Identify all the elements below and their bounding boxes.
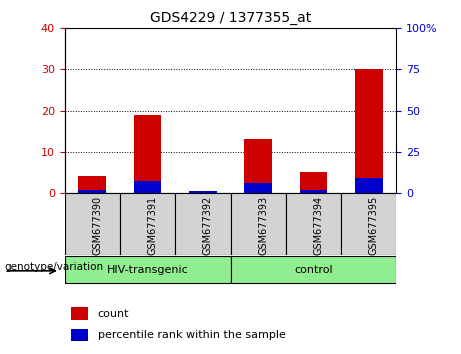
Text: GSM677391: GSM677391 [148, 196, 158, 255]
Text: GSM677394: GSM677394 [313, 196, 324, 255]
Text: GSM677395: GSM677395 [369, 196, 379, 255]
Bar [300, 172, 327, 193]
Title: GDS4229 / 1377355_at: GDS4229 / 1377355_at [150, 11, 311, 24]
FancyBboxPatch shape [65, 193, 120, 255]
Bar [244, 139, 272, 193]
Bar [300, 190, 327, 193]
FancyBboxPatch shape [230, 256, 396, 284]
Text: GSM677390: GSM677390 [92, 196, 102, 255]
Bar [355, 69, 383, 193]
Bar [134, 115, 161, 193]
Bar [71, 329, 88, 341]
Bar [189, 191, 217, 193]
Text: GSM677392: GSM677392 [203, 196, 213, 255]
Text: percentile rank within the sample: percentile rank within the sample [98, 330, 286, 340]
Bar [78, 190, 106, 193]
FancyBboxPatch shape [341, 193, 396, 255]
Text: count: count [98, 309, 129, 319]
Bar [71, 307, 88, 320]
FancyBboxPatch shape [120, 193, 175, 255]
FancyBboxPatch shape [286, 193, 341, 255]
Text: HIV-transgenic: HIV-transgenic [106, 265, 189, 275]
Bar [134, 181, 161, 193]
Bar [355, 178, 383, 193]
Text: genotype/variation: genotype/variation [5, 262, 104, 272]
Bar [244, 183, 272, 193]
Text: GSM677393: GSM677393 [258, 196, 268, 255]
FancyBboxPatch shape [230, 193, 286, 255]
Bar [78, 177, 106, 193]
FancyBboxPatch shape [175, 193, 230, 255]
FancyBboxPatch shape [65, 256, 230, 284]
Text: control: control [294, 265, 333, 275]
